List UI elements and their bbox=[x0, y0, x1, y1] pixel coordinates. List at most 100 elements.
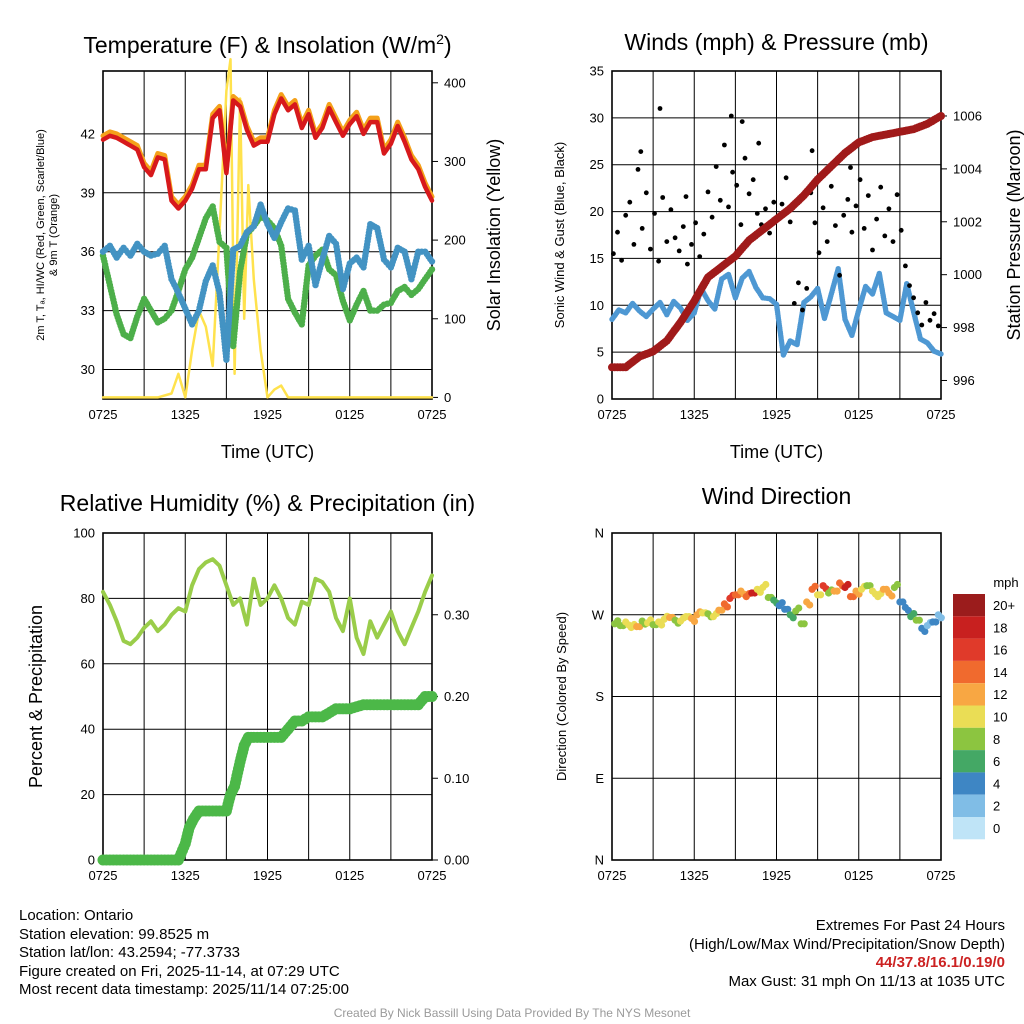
x-tick-label: 0725 bbox=[598, 407, 627, 422]
y2-tick-label: 100 bbox=[444, 311, 466, 326]
y-tick-label: 25 bbox=[590, 157, 604, 172]
pressure-dot bbox=[937, 112, 945, 120]
dewpoint-dot bbox=[428, 266, 436, 273]
x-tick-label: 0725 bbox=[89, 407, 118, 422]
direction-dot bbox=[910, 610, 918, 618]
y2-tick-label: 1004 bbox=[953, 161, 982, 176]
gust-dot bbox=[845, 197, 851, 202]
gust-dot bbox=[931, 311, 937, 317]
gust-dot bbox=[705, 189, 711, 195]
speed-colorbar: mph 20+ 18 16 14 12 10 8 6 4 2 0 bbox=[953, 575, 1019, 840]
gust-dot bbox=[754, 211, 760, 216]
colorbar-swatch bbox=[953, 660, 985, 684]
colorbar-label: 10 bbox=[993, 710, 1007, 725]
windchill-dot bbox=[428, 258, 436, 265]
y-tick-label: 0 bbox=[88, 853, 95, 868]
gust-dot bbox=[837, 272, 842, 278]
direction-dot bbox=[762, 580, 770, 589]
direction-dot bbox=[921, 627, 929, 636]
panel-4-title: Wind Direction bbox=[702, 483, 852, 509]
panel-4-series bbox=[611, 579, 945, 636]
x-tick-label: 0125 bbox=[335, 868, 364, 883]
humidity-line bbox=[101, 557, 434, 656]
gust-dot bbox=[935, 323, 941, 329]
y2-tick-label: 0.00 bbox=[444, 853, 469, 868]
gust-dot bbox=[882, 233, 888, 239]
gust-dot bbox=[709, 214, 715, 220]
plot-frame bbox=[102, 70, 433, 400]
colorbar-label: 8 bbox=[993, 732, 1000, 747]
panel-1-title: Temperature (F) & Insolation (W/m2) bbox=[83, 31, 451, 58]
gust-dot bbox=[660, 195, 666, 200]
x-tick-label: 1925 bbox=[253, 868, 282, 883]
gust-dot bbox=[756, 140, 762, 146]
gust-dot bbox=[915, 310, 921, 316]
gust-dot bbox=[615, 229, 620, 235]
direction-dot bbox=[932, 618, 940, 626]
gust-dot bbox=[652, 211, 657, 216]
extremes-subtitle: (High/Low/Max Wind/Precipitation/Snow De… bbox=[689, 935, 1005, 953]
gust-dot bbox=[635, 167, 641, 172]
y-tick-label: 30 bbox=[590, 110, 604, 125]
direction-dot bbox=[718, 606, 726, 614]
gust-dot bbox=[923, 300, 929, 305]
gust-dot bbox=[676, 248, 682, 254]
panel-3-ylabel: Percent & Precipitation bbox=[26, 605, 46, 788]
plot-frame bbox=[611, 532, 942, 861]
direction-dot bbox=[658, 621, 666, 629]
direction-dot bbox=[937, 614, 945, 622]
recent-timestamp: Most recent data timestamp: 2025/11/14 0… bbox=[19, 981, 349, 999]
colorbar-swatch bbox=[953, 616, 985, 639]
gust-dot bbox=[841, 212, 847, 218]
gust-dot bbox=[791, 301, 797, 306]
gust-dot bbox=[717, 197, 723, 203]
gust-dot bbox=[849, 229, 855, 235]
y2-tick-label: 0 bbox=[444, 390, 451, 405]
direction-dot bbox=[866, 582, 874, 590]
x-tick-label: 1325 bbox=[171, 407, 200, 422]
credit-line: Created By Nick Bassill Using Data Provi… bbox=[333, 1006, 691, 1020]
colorbar-label: 0 bbox=[993, 821, 1000, 836]
direction-dot bbox=[849, 593, 858, 601]
x-tick-label: 1925 bbox=[762, 407, 791, 422]
gust-dot bbox=[886, 206, 892, 212]
y2-tick-label: 1006 bbox=[953, 108, 982, 123]
x-tick-label: 1325 bbox=[680, 407, 709, 422]
gust-dot bbox=[680, 224, 686, 230]
gust-dot bbox=[693, 220, 698, 226]
gust-dot bbox=[890, 239, 896, 245]
colorbar-label: 2 bbox=[993, 799, 1000, 814]
gust-dot bbox=[870, 247, 875, 253]
gust-dot bbox=[746, 191, 752, 197]
panel-2-series bbox=[608, 106, 945, 372]
colorbar-swatch bbox=[953, 727, 985, 751]
direction-dot bbox=[899, 598, 907, 606]
gust-dot bbox=[787, 219, 793, 225]
colorbar-swatch bbox=[953, 817, 985, 840]
gust-dot bbox=[828, 183, 834, 189]
gust-dot bbox=[771, 199, 777, 205]
plot-frame bbox=[611, 70, 942, 400]
direction-dot bbox=[795, 604, 803, 612]
y-tick-label: 36 bbox=[81, 244, 95, 259]
gust-dot bbox=[820, 205, 826, 211]
gust-dot bbox=[638, 149, 644, 155]
gust-dot bbox=[639, 226, 645, 231]
gust-dot bbox=[812, 220, 818, 226]
colorbar-label: 12 bbox=[993, 687, 1007, 702]
gust-dot bbox=[728, 113, 734, 119]
gust-dot bbox=[739, 119, 745, 124]
direction-dot bbox=[893, 580, 902, 589]
colorbar-label: 16 bbox=[993, 643, 1007, 658]
direction-dot bbox=[806, 601, 814, 609]
y-tick-label: 80 bbox=[81, 591, 95, 606]
panel-2-y2label: Station Pressure (Maroon) bbox=[1004, 129, 1024, 340]
gust-dot bbox=[689, 242, 694, 247]
panel-1-y2label: Solar Insolation (Yellow) bbox=[484, 139, 504, 331]
gust-dot bbox=[627, 199, 633, 205]
direction-dot bbox=[723, 603, 732, 611]
direction-dot bbox=[690, 617, 699, 626]
x-tick-label: 0125 bbox=[844, 407, 873, 422]
direction-dot bbox=[784, 605, 792, 613]
